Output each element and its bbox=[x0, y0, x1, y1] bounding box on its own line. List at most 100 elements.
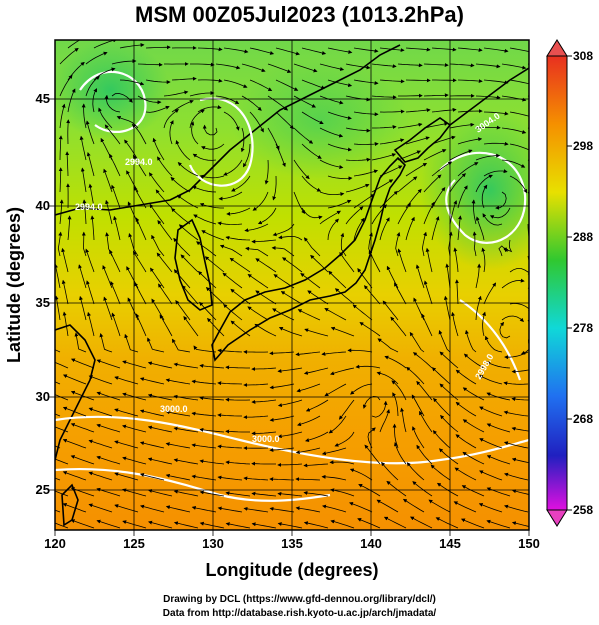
streamline-arrow bbox=[421, 313, 433, 337]
streamline-arrow bbox=[489, 207, 511, 219]
streamline-arrow bbox=[269, 506, 295, 513]
streamline-arrow bbox=[79, 295, 87, 321]
contour-label: 2994.0 bbox=[125, 157, 153, 167]
streamline-arrow bbox=[405, 78, 431, 83]
streamline-arrow bbox=[324, 308, 347, 321]
streamline-arrow bbox=[301, 79, 326, 90]
streamline-arrow bbox=[379, 79, 405, 84]
streamline-arrow bbox=[62, 311, 69, 337]
streamline-arrow bbox=[503, 239, 513, 253]
streamline-arrow bbox=[99, 333, 113, 353]
streamline-arrow bbox=[405, 163, 428, 177]
streamline-arrow bbox=[367, 427, 376, 449]
streamline-arrow bbox=[217, 506, 243, 513]
streamline-arrow bbox=[372, 125, 397, 130]
footer-credit-data: Data from http://database.rish.kyoto-u.a… bbox=[162, 608, 437, 619]
x-tick-label: 145 bbox=[439, 536, 461, 551]
streamline-arrow bbox=[457, 47, 483, 52]
streamline-arrow bbox=[483, 141, 509, 146]
streamline-arrow bbox=[438, 448, 459, 465]
streamline-arrow bbox=[272, 308, 295, 321]
streamline-arrow bbox=[156, 252, 173, 273]
streamline-arrow bbox=[479, 406, 503, 417]
colorbar-tick-label: 268 bbox=[573, 412, 593, 426]
streamline-arrow bbox=[62, 503, 87, 513]
streamline-arrow bbox=[503, 410, 529, 417]
streamline-arrow bbox=[103, 168, 113, 193]
streamline-arrow bbox=[278, 235, 303, 241]
streamline-arrow bbox=[319, 95, 344, 105]
streamline-arrow bbox=[61, 247, 69, 273]
streamline-arrow bbox=[183, 315, 199, 337]
streamline-arrow bbox=[147, 425, 173, 433]
streamline-arrow bbox=[70, 487, 95, 497]
streamline-arrow bbox=[132, 154, 147, 177]
streamline-arrow bbox=[157, 219, 173, 241]
streamline-arrow bbox=[275, 47, 300, 56]
y-tick-label: 35 bbox=[36, 295, 50, 310]
streamline-arrow bbox=[204, 256, 225, 273]
streamline-arrow bbox=[511, 369, 529, 374]
streamline-arrow bbox=[58, 167, 63, 193]
streamline-arrow bbox=[80, 167, 87, 193]
streamline-arrow bbox=[475, 125, 501, 130]
streamline-arrow bbox=[96, 519, 121, 529]
streamline-arrow bbox=[511, 489, 529, 495]
plot-frame bbox=[54, 39, 530, 531]
streamline-arrow bbox=[217, 413, 242, 418]
streamline-arrow bbox=[345, 127, 371, 133]
streamline-arrow bbox=[88, 407, 113, 417]
y-tick-labels: 25 30 35 40 45 bbox=[36, 91, 50, 497]
streamline-arrow bbox=[495, 191, 507, 210]
streamline-arrow bbox=[327, 218, 339, 241]
streamline-arrow bbox=[175, 139, 191, 161]
streamline-arrow bbox=[199, 490, 225, 497]
streamline-arrow bbox=[461, 485, 485, 497]
streamline-arrow bbox=[511, 397, 529, 402]
streamline-arrow bbox=[462, 451, 485, 465]
streamline-arrow bbox=[155, 189, 173, 209]
streamline-arrow bbox=[225, 235, 251, 241]
streamline-arrow bbox=[353, 217, 365, 241]
streamline-arrow bbox=[255, 290, 277, 305]
streamline-arrow bbox=[475, 174, 493, 193]
streamline-arrow bbox=[273, 274, 295, 289]
streamline-arrow bbox=[139, 473, 165, 481]
streamline-arrow bbox=[70, 455, 95, 465]
streamline-arrow bbox=[55, 394, 69, 401]
coastline-taiwan bbox=[61, 483, 79, 527]
streamline-arrow bbox=[371, 204, 387, 225]
streamline-arrow bbox=[457, 79, 483, 84]
streamline-arrow bbox=[148, 172, 165, 193]
streamline-arrow bbox=[180, 254, 199, 273]
streamline-arrow bbox=[453, 247, 459, 273]
streamline-arrow bbox=[145, 105, 170, 113]
streamline-arrow bbox=[423, 63, 449, 68]
streamline-arrow bbox=[267, 127, 280, 151]
streamline-arrow bbox=[55, 477, 61, 481]
streamline-arrow bbox=[109, 249, 121, 273]
streamline-arrow bbox=[405, 47, 431, 52]
streamline-arrow bbox=[139, 377, 165, 385]
streamline-arrow bbox=[173, 426, 199, 433]
streamline-arrow bbox=[277, 491, 303, 497]
streamline-arrow bbox=[217, 221, 243, 226]
streamline-arrow bbox=[327, 199, 352, 209]
streamline-arrow bbox=[455, 434, 477, 449]
streamline-arrow bbox=[135, 217, 147, 241]
streamline-arrow bbox=[217, 475, 243, 481]
streamline-arrow bbox=[241, 63, 266, 73]
streamline-arrow bbox=[383, 516, 407, 529]
streamline-arrow bbox=[449, 173, 466, 193]
streamline-arrow bbox=[111, 312, 121, 337]
streamline-arrow bbox=[147, 393, 173, 401]
streamline-arrow bbox=[257, 207, 277, 225]
streamline-arrow bbox=[192, 153, 217, 161]
streamline-arrow bbox=[501, 159, 526, 168]
streamline-arrow bbox=[55, 426, 69, 433]
streamline-arrow bbox=[482, 311, 486, 337]
streamline-arrow bbox=[481, 247, 486, 273]
streamline-arrow bbox=[409, 516, 433, 529]
streamline-arrow bbox=[305, 431, 329, 442]
